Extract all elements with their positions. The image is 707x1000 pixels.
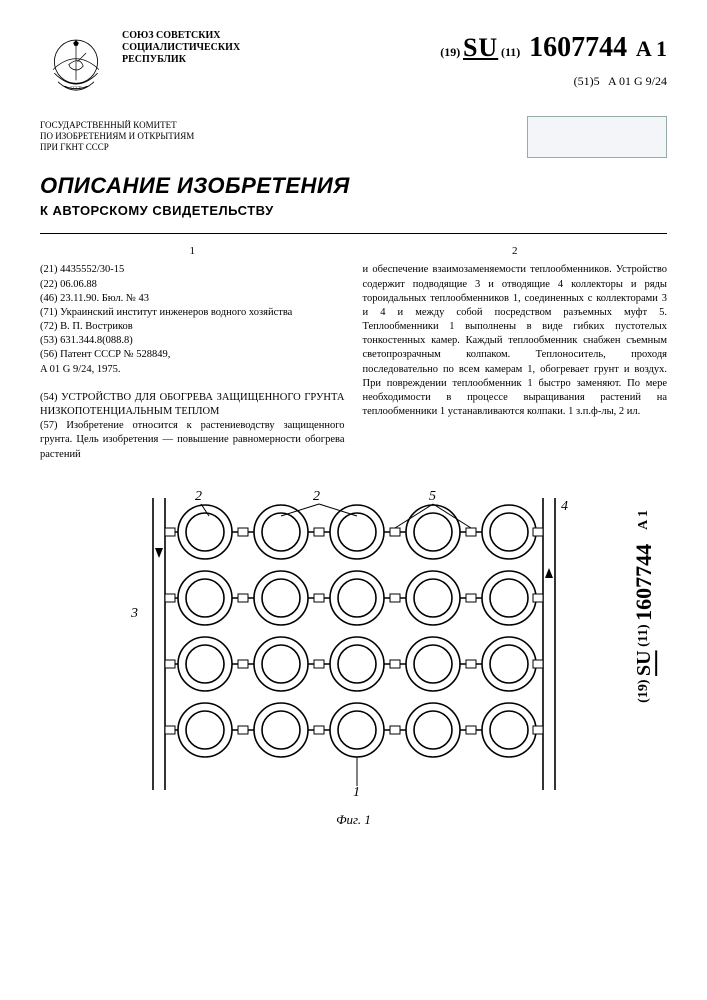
doc-suffix: A 1	[636, 36, 667, 61]
side-tail: A 1	[636, 510, 651, 530]
svg-text:1: 1	[353, 785, 360, 800]
ipc-code: A 01 G 9/24	[608, 74, 667, 88]
svg-text:4: 4	[561, 499, 568, 514]
rule-divider	[40, 233, 667, 234]
committee-line: ПО ИЗОБРЕТЕНИЯМ И ОТКРЫТИЯМ	[40, 131, 527, 142]
doc-number-block: (19) SU (11) 1607744 A 1 (51)5 A 01 G 9/…	[440, 30, 667, 90]
column-left: 1 (21) 4435552/30-15 (22) 06.06.88 (46) …	[40, 244, 345, 461]
doc-number: 1607744	[529, 32, 627, 63]
svg-text:2: 2	[195, 489, 202, 504]
column-body: (21) 4435552/30-15 (22) 06.06.88 (46) 23…	[40, 263, 345, 461]
column-body: и обеспечение взаимозаменяемости теплооб…	[363, 263, 668, 419]
doc-title-sub: К АВТОРСКОМУ СВИДЕТЕЛЬСТВУ	[40, 203, 667, 220]
reg-stamp-box	[527, 116, 667, 158]
su-code: SU	[463, 33, 498, 62]
side-num: 1607744	[631, 544, 656, 621]
side-prefix: (19)	[636, 679, 651, 702]
header-row: СССР СОЮЗ СОВЕТСКИХ СОЦИАЛИСТИЧЕСКИХ РЕС…	[40, 30, 667, 102]
column-right: 2 и обеспечение взаимозаменяемости тепло…	[363, 244, 668, 461]
svg-text:5: 5	[429, 489, 436, 504]
side-doc-number: (19) SU (11) 1607744 A 1	[630, 510, 659, 703]
figure-caption: Фиг. 1	[40, 812, 667, 829]
ipc-prefix: (51)5	[574, 74, 600, 88]
side-su: SU	[633, 650, 655, 676]
figure-1: 2 2 5 4 3 1 Фиг. 1	[40, 478, 667, 829]
union-line: РЕСПУБЛИК	[122, 54, 440, 66]
side-mid: (11)	[636, 624, 651, 647]
col-number: 1	[40, 244, 345, 259]
svg-text:2: 2	[313, 489, 320, 504]
col-number: 2	[363, 244, 668, 259]
svg-text:СССР: СССР	[70, 85, 82, 90]
committee-line: ГОСУДАРСТВЕННЫЙ КОМИТЕТ	[40, 120, 527, 131]
doc-title-main: ОПИСАНИЕ ИЗОБРЕТЕНИЯ	[40, 172, 667, 201]
code-mid: (11)	[501, 45, 520, 59]
figure-svg: 2 2 5 4 3 1	[119, 478, 589, 808]
union-line: СОЮЗ СОВЕТСКИХ	[122, 30, 440, 42]
union-line: СОЦИАЛИСТИЧЕСКИХ	[122, 42, 440, 54]
committee-line: ПРИ ГКНТ СССР	[40, 142, 527, 153]
union-name: СОЮЗ СОВЕТСКИХ СОЦИАЛИСТИЧЕСКИХ РЕСПУБЛИ…	[122, 30, 440, 66]
state-emblem: СССР	[40, 30, 112, 102]
body-columns: 1 (21) 4435552/30-15 (22) 06.06.88 (46) …	[40, 244, 667, 461]
code-prefix: (19)	[440, 45, 460, 59]
svg-text:3: 3	[130, 606, 138, 621]
committee-block: ГОСУДАРСТВЕННЫЙ КОМИТЕТ ПО ИЗОБРЕТЕНИЯМ …	[40, 120, 527, 152]
